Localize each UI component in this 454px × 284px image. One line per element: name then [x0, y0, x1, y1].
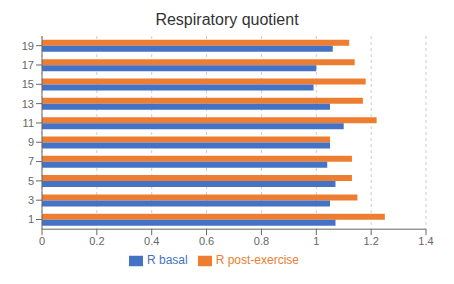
html-text:Respiratory quotient: Respiratory quotient	[155, 11, 299, 28]
svg-text:5: 5	[28, 175, 34, 187]
svg-text:0.4: 0.4	[144, 235, 159, 247]
svg-text:11: 11	[23, 117, 34, 129]
svg-text:19: 19	[22, 40, 34, 52]
svg-text:7: 7	[28, 155, 34, 167]
svg-text:0.2: 0.2	[89, 235, 104, 247]
html-text:R post-exercise: R post-exercise	[215, 253, 299, 268]
svg-text:17: 17	[22, 59, 34, 71]
svg-text:9: 9	[28, 136, 34, 148]
svg-text:0.6: 0.6	[199, 235, 214, 247]
svg-text:0: 0	[39, 235, 45, 247]
svg-text:13: 13	[22, 98, 34, 110]
html-text:R basal: R basal	[147, 253, 188, 268]
svg-text:1.2: 1.2	[363, 235, 378, 247]
svg-text:1: 1	[313, 235, 319, 247]
svg-text:3: 3	[28, 194, 34, 206]
svg-text:15: 15	[22, 78, 34, 90]
svg-text:1.4: 1.4	[418, 235, 433, 247]
svg-text:1: 1	[28, 213, 34, 225]
svg-text:0.8: 0.8	[254, 235, 269, 247]
